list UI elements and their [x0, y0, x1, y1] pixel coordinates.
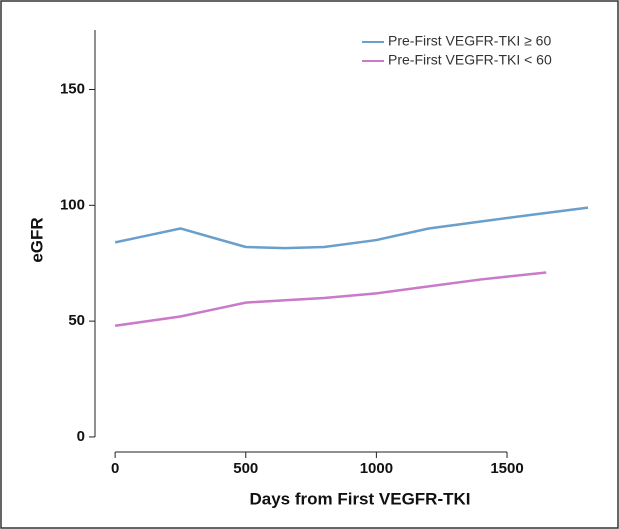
x-tick-label: 1000	[360, 460, 393, 477]
y-tick-label: 50	[68, 312, 85, 329]
y-tick-label: 0	[77, 428, 85, 445]
x-axis-label: Days from First VEGFR-TKI	[249, 489, 470, 508]
x-tick-label: 500	[233, 460, 258, 477]
x-tick-label: 1500	[490, 460, 523, 477]
legend-label: Pre-First VEGFR-TKI < 60	[388, 52, 552, 68]
trend-line	[114, 271, 547, 327]
y-tick-label: 150	[60, 80, 85, 97]
legend-label: Pre-First VEGFR-TKI ≥ 60	[388, 33, 551, 49]
x-tick-label: 0	[111, 460, 119, 477]
y-axis-label: eGFR	[27, 217, 46, 262]
trend-line	[114, 206, 589, 250]
y-tick-label: 100	[60, 196, 85, 213]
